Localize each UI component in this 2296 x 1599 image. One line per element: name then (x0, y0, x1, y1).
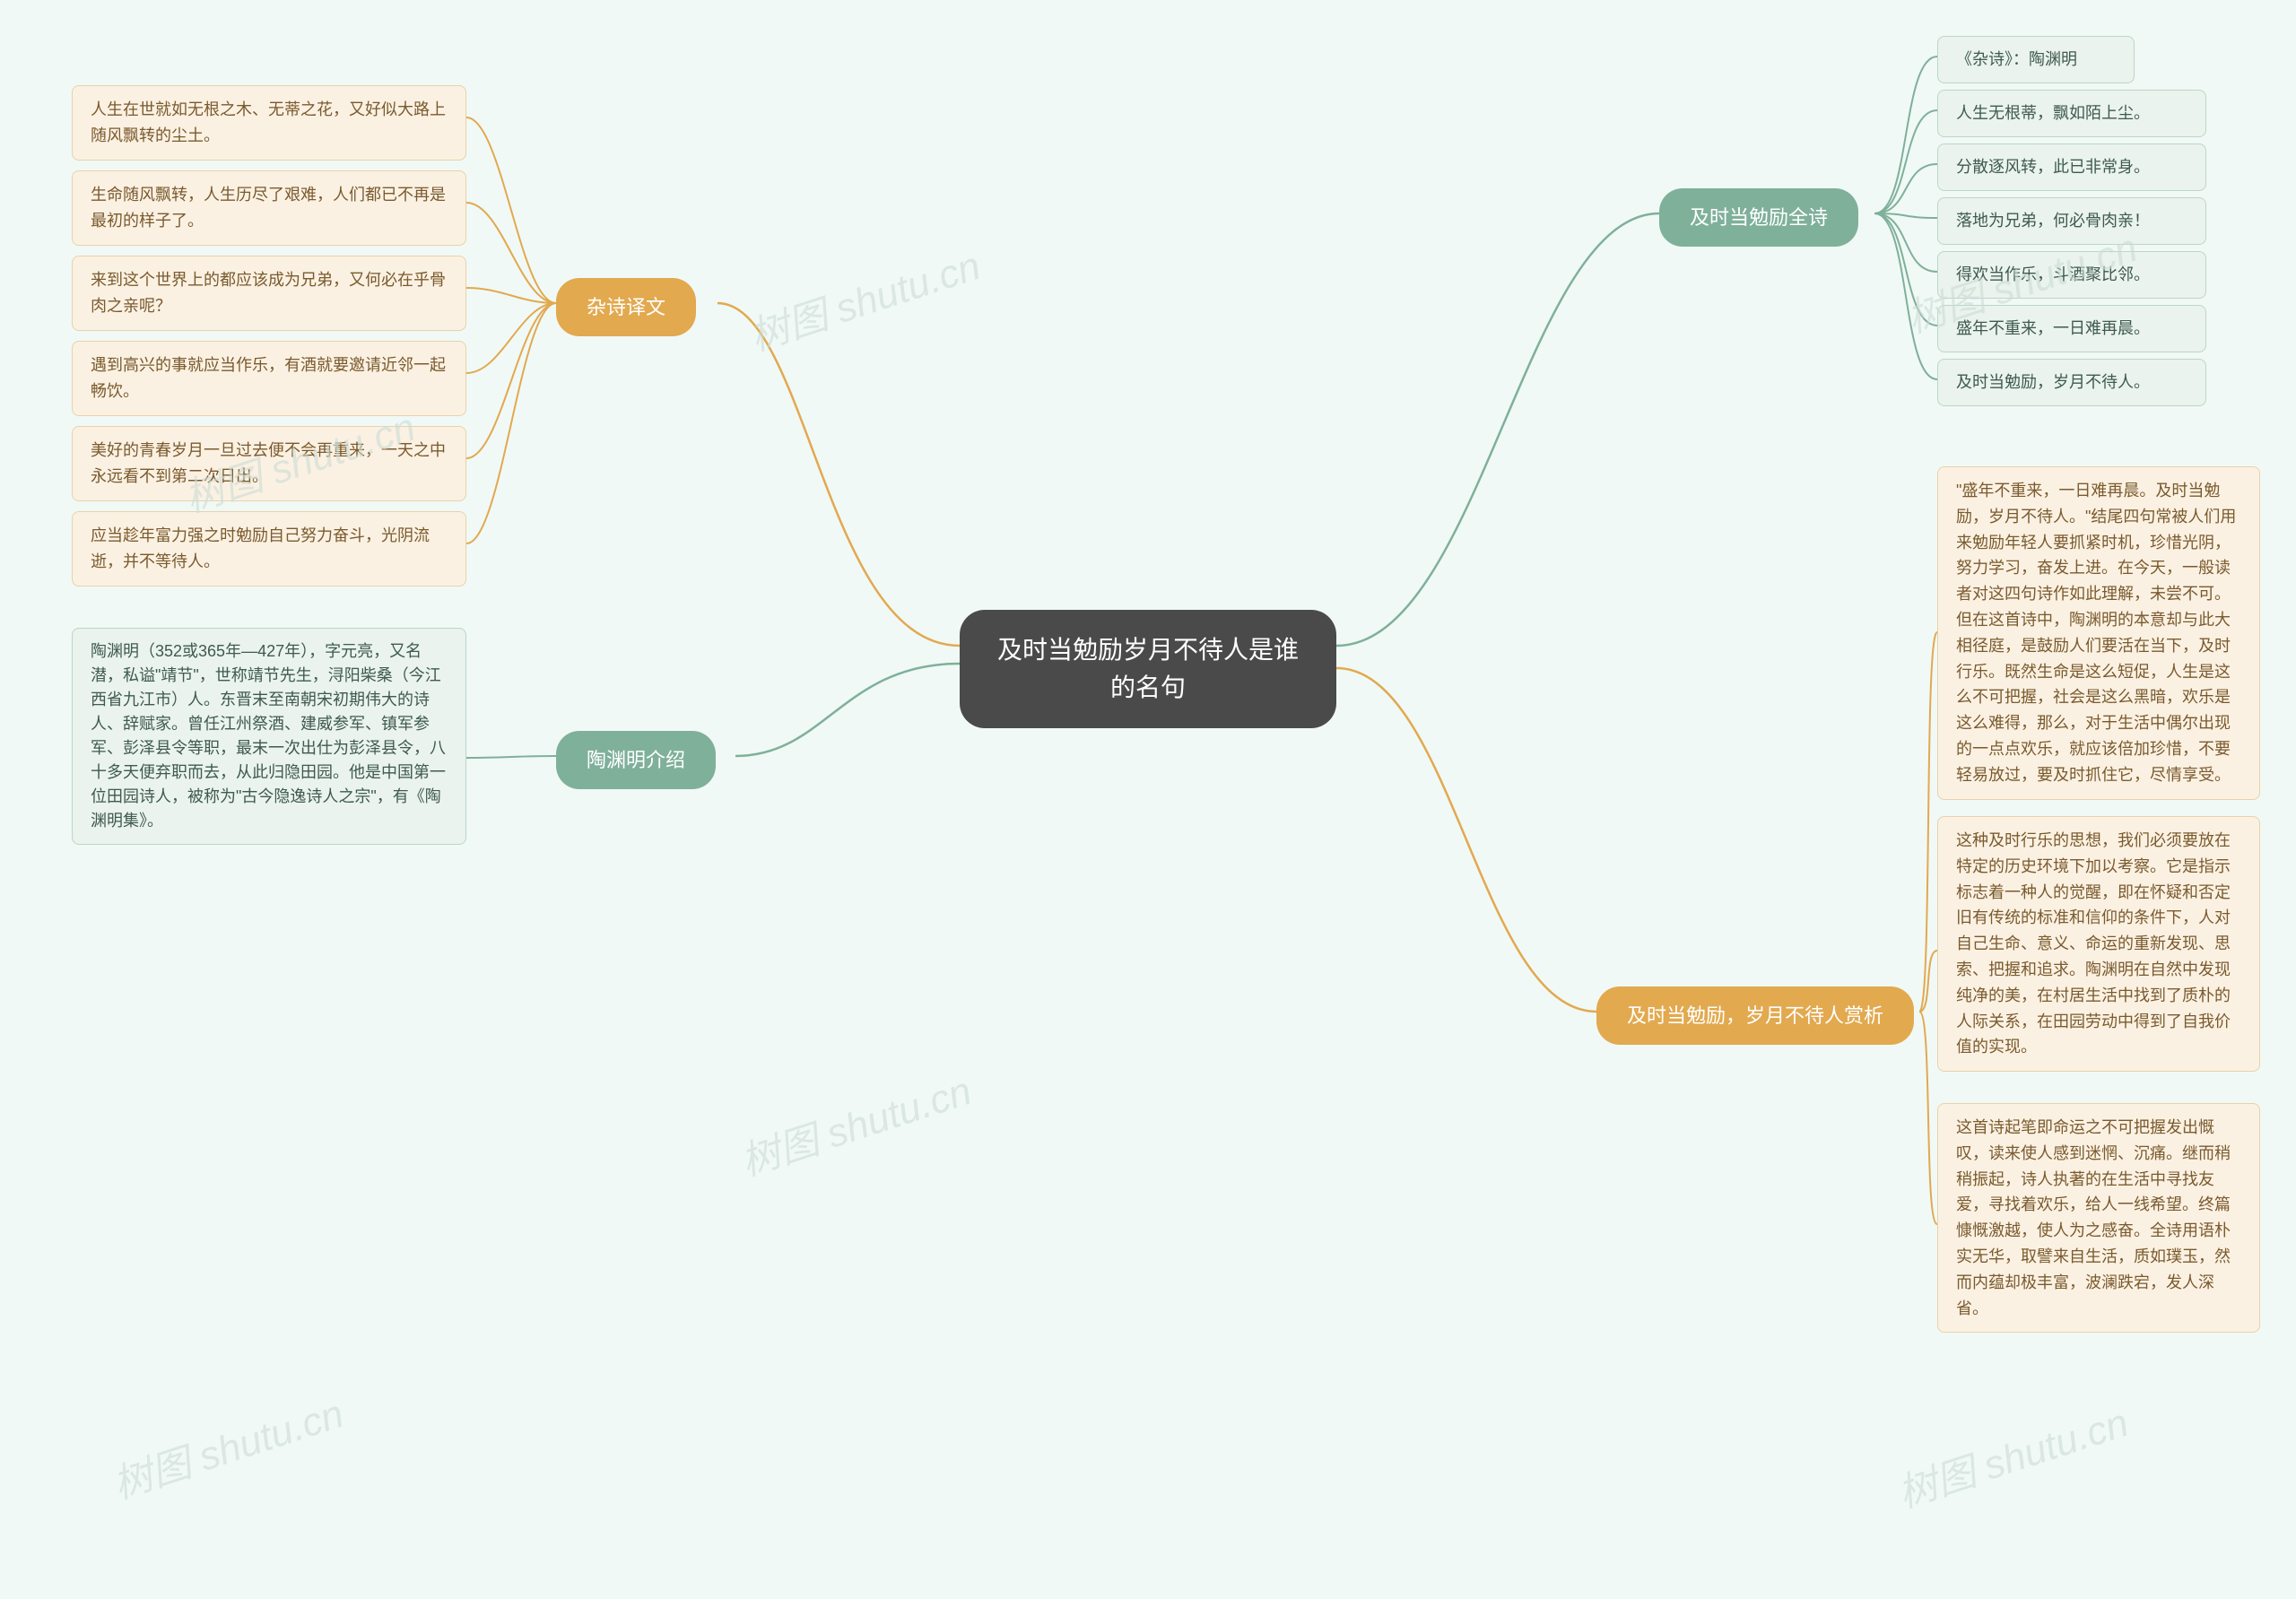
leaf-translation-5[interactable]: 应当趁年富力强之时勉励自己努力奋斗，光阴流逝，并不等待人。 (72, 511, 466, 587)
watermark: 树图 shutu.cn (1890, 1390, 2135, 1518)
leaf-full-poem-0[interactable]: 《杂诗》：陶渊明 (1937, 36, 2135, 83)
leaf-translation-0[interactable]: 人生在世就如无根之木、无蒂之花，又好似大路上随风飘转的尘土。 (72, 85, 466, 161)
leaf-full-poem-6[interactable]: 及时当勉励，岁月不待人。 (1937, 359, 2206, 406)
branch-label: 及时当勉励，岁月不待人赏析 (1627, 1001, 1883, 1030)
leaf-translation-4[interactable]: 美好的青春岁月一旦过去便不会再重来，一天之中永远看不到第二次日出。 (72, 426, 466, 501)
leaf-full-poem-3[interactable]: 落地为兄弟，何必骨肉亲！ (1937, 197, 2206, 245)
leaf-appreciation-2[interactable]: 这首诗起笔即命运之不可把握发出慨叹，读来使人感到迷惘、沉痛。继而稍稍振起，诗人执… (1937, 1103, 2260, 1333)
root-node[interactable]: 及时当勉励岁月不待人是谁的名句 (960, 610, 1336, 728)
leaf-full-poem-5[interactable]: 盛年不重来，一日难再晨。 (1937, 305, 2206, 352)
leaf-appreciation-1[interactable]: 这种及时行乐的思想，我们必须要放在特定的历史环境下加以考察。它是指示标志着一种人… (1937, 816, 2260, 1072)
leaf-full-poem-2[interactable]: 分散逐风转，此已非常身。 (1937, 143, 2206, 191)
branch-appreciation[interactable]: 及时当勉励，岁月不待人赏析 (1596, 986, 1914, 1045)
branch-label: 陶渊明介绍 (587, 745, 685, 775)
root-label: 及时当勉励岁月不待人是谁的名句 (996, 631, 1300, 707)
watermark: 树图 shutu.cn (742, 233, 987, 361)
leaf-full-poem-4[interactable]: 得欢当作乐，斗酒聚比邻。 (1937, 251, 2206, 299)
watermark: 树图 shutu.cn (105, 1381, 350, 1509)
leaf-translation-2[interactable]: 来到这个世界上的都应该成为兄弟，又何必在乎骨肉之亲呢？ (72, 256, 466, 331)
leaf-translation-1[interactable]: 生命随风飘转，人生历尽了艰难，人们都已不再是最初的样子了。 (72, 170, 466, 246)
watermark: 树图 shutu.cn (733, 1058, 978, 1186)
leaf-full-poem-1[interactable]: 人生无根蒂，飘如陌上尘。 (1937, 90, 2206, 137)
branch-author[interactable]: 陶渊明介绍 (556, 731, 716, 789)
leaf-appreciation-0[interactable]: "盛年不重来，一日难再晨。及时当勉励，岁月不待人。"结尾四句常被人们用来勉励年轻… (1937, 466, 2260, 800)
leaf-author-0[interactable]: 陶渊明（352或365年—427年），字元亮，又名潜，私谥"靖节"，世称靖节先生… (72, 628, 466, 845)
leaf-translation-3[interactable]: 遇到高兴的事就应当作乐，有酒就要邀请近邻一起畅饮。 (72, 341, 466, 416)
branch-translation[interactable]: 杂诗译文 (556, 278, 696, 336)
branch-label: 及时当勉励全诗 (1690, 203, 1828, 232)
branch-full-poem[interactable]: 及时当勉励全诗 (1659, 188, 1858, 247)
branch-label: 杂诗译文 (587, 292, 665, 322)
